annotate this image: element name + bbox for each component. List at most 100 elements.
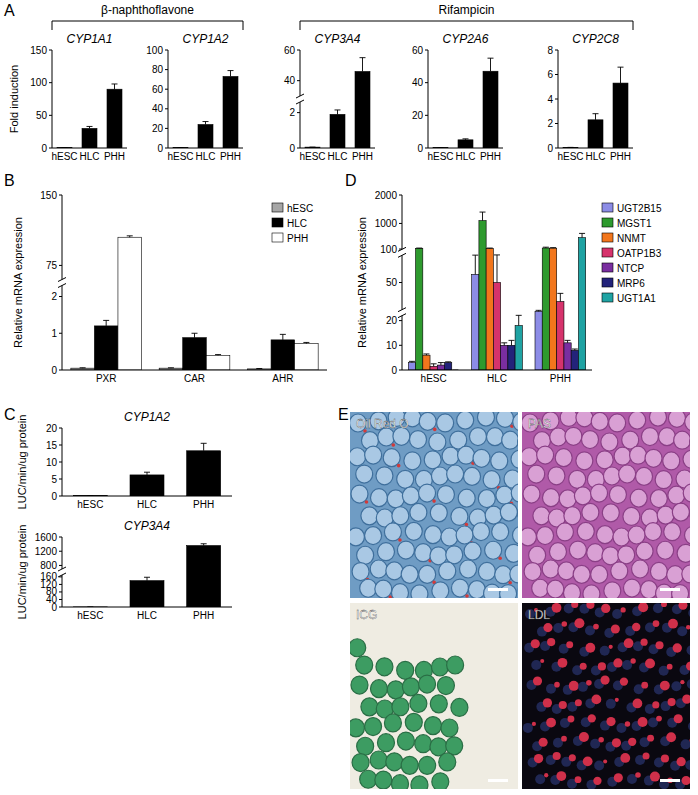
chart: CYP1A2LUC/min/ug protein05101520hESCHLCP… xyxy=(16,410,232,510)
y-tick-label: 100 xyxy=(146,45,163,56)
cell xyxy=(361,507,378,525)
cell xyxy=(505,544,518,562)
lipid-droplet xyxy=(465,594,469,598)
cell xyxy=(632,560,649,578)
cell xyxy=(502,431,518,449)
cell xyxy=(683,484,690,502)
cell xyxy=(370,489,387,507)
ldl-dot xyxy=(591,695,601,705)
error-bar xyxy=(550,247,556,249)
ldl-dot xyxy=(624,638,634,648)
cell xyxy=(683,450,690,468)
error-bar xyxy=(310,147,316,148)
bracket-line xyxy=(52,21,243,30)
image-content xyxy=(522,412,690,598)
y-tick-label: 2 xyxy=(51,291,57,302)
image-label: PAS xyxy=(528,417,551,431)
cell xyxy=(511,450,518,468)
ldl-dot xyxy=(667,664,673,670)
cell xyxy=(392,507,409,525)
x-tick-label: hESC xyxy=(77,610,103,621)
y-tick xyxy=(59,462,62,463)
cell xyxy=(377,543,394,561)
ldl-dot xyxy=(673,643,682,652)
y-tick-label: 50 xyxy=(386,277,398,288)
ldl-dot xyxy=(620,753,630,763)
cell xyxy=(603,467,620,485)
y-tick-label: 50 xyxy=(36,110,48,121)
y-tick xyxy=(59,296,62,297)
bar xyxy=(437,365,444,370)
cell xyxy=(464,467,481,485)
error-bar xyxy=(516,315,522,325)
y-tick-label: 1 xyxy=(51,328,57,339)
cell xyxy=(410,694,427,712)
axis-break xyxy=(398,247,406,251)
cell xyxy=(441,719,458,737)
y-axis-label: LUC/min/ug protein xyxy=(16,415,28,510)
y-tick xyxy=(399,345,402,346)
y-axis xyxy=(300,50,301,96)
y-tick xyxy=(59,599,62,600)
y-tick xyxy=(297,112,300,113)
error-bar xyxy=(593,114,599,120)
plot-area xyxy=(173,71,238,148)
legend-swatch xyxy=(272,203,283,212)
y-tick-label: 8 xyxy=(547,45,553,56)
y-tick xyxy=(59,591,62,592)
cell xyxy=(351,485,368,503)
panel-letter: C xyxy=(4,406,16,423)
cell xyxy=(609,414,626,432)
legend-label: MGST1 xyxy=(617,218,652,229)
nucleus xyxy=(671,681,681,691)
cell xyxy=(657,541,674,559)
y-axis xyxy=(428,50,429,148)
cell xyxy=(376,467,393,485)
cell xyxy=(468,581,485,598)
y-tick xyxy=(425,115,428,116)
ldl-dot xyxy=(661,603,667,607)
cell xyxy=(649,412,666,426)
error-bar xyxy=(203,122,209,125)
error-bar xyxy=(144,472,150,475)
ldl-dot xyxy=(575,776,582,783)
y-tick-label: 20 xyxy=(152,123,164,134)
error-bar xyxy=(501,343,507,345)
nucleus xyxy=(531,660,541,670)
cell xyxy=(656,584,673,598)
cell xyxy=(384,523,401,541)
ldl-dot xyxy=(682,694,690,703)
cell xyxy=(513,413,518,431)
legend-swatch xyxy=(602,233,613,242)
chart-title: CYP1A2 xyxy=(182,32,228,46)
cell xyxy=(650,562,667,580)
error-bar xyxy=(192,333,198,337)
cell xyxy=(582,503,599,521)
cell xyxy=(386,753,403,771)
bar xyxy=(330,114,345,148)
cell xyxy=(549,543,566,561)
legend-label: UGT2B15 xyxy=(617,203,662,214)
ldl-dot xyxy=(552,603,562,613)
error-bar xyxy=(201,544,207,546)
ldl-dot xyxy=(640,639,647,646)
bar xyxy=(493,283,500,371)
error-bar xyxy=(494,255,500,283)
x-axis xyxy=(52,148,127,149)
x-tick-label: PHH xyxy=(193,499,214,510)
cell xyxy=(370,751,387,769)
error-bar xyxy=(423,354,429,355)
cell xyxy=(365,446,382,464)
cell xyxy=(657,506,674,524)
cell xyxy=(641,428,658,446)
y-tick xyxy=(59,607,62,608)
bar xyxy=(183,338,207,370)
cell xyxy=(386,562,403,580)
cell xyxy=(591,412,608,430)
ldl-dot xyxy=(600,675,609,684)
cell xyxy=(587,544,604,562)
cell xyxy=(667,566,684,584)
y-tick xyxy=(399,223,402,224)
y-tick-label: 15 xyxy=(46,440,58,451)
nucleus xyxy=(687,645,690,655)
